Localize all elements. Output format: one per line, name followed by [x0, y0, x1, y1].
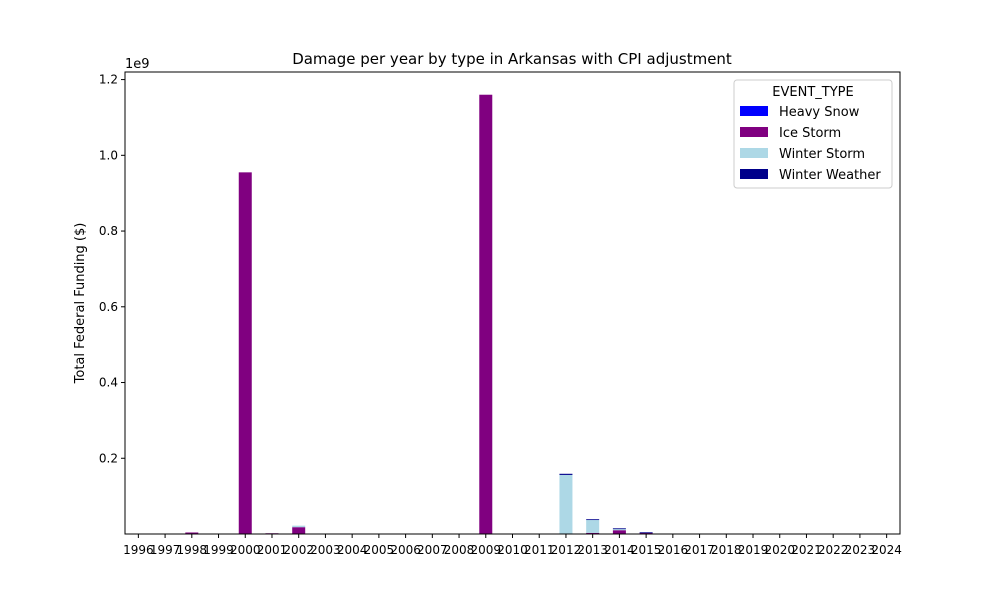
bar-winter-weather-2013 — [586, 519, 600, 521]
bar-ice-storm-2000 — [238, 172, 252, 534]
bar-winter-weather-2012 — [559, 473, 573, 475]
y-scale-label: 1e9 — [125, 57, 150, 72]
legend: EVENT_TYPE Heavy Snow Ice Storm Winter Sto… — [733, 79, 893, 189]
x-tick-label: 2008 — [444, 543, 475, 557]
x-tick-label: 2007 — [417, 543, 448, 557]
x-tick-label: 2010 — [497, 543, 528, 557]
bar-winter-weather-2014 — [612, 528, 626, 530]
y-tick-label: 0.4 — [99, 376, 118, 390]
bar-ice-storm-2002 — [292, 527, 306, 534]
legend-swatch-ice-storm — [740, 127, 768, 137]
bar-ice-storm-1998 — [185, 532, 199, 534]
bar-winter-storm-2002 — [292, 525, 306, 528]
legend-title: EVENT_TYPE — [772, 85, 853, 100]
x-tick-label: 2004 — [337, 543, 368, 557]
x-tick-label: 2001 — [257, 543, 288, 557]
x-tick-label: 2013 — [577, 543, 608, 557]
legend-swatch-winter-weather — [740, 169, 768, 179]
x-tick-label: 2016 — [658, 543, 689, 557]
x-tick-label: 2002 — [283, 543, 314, 557]
x-tick-label: 2023 — [845, 543, 876, 557]
y-tick-label: 0.6 — [99, 300, 118, 314]
x-tick-label: 1999 — [203, 543, 234, 557]
x-tick-label: 2014 — [604, 543, 635, 557]
bar-winter-weather-2015 — [639, 532, 653, 534]
legend-frame — [733, 79, 893, 189]
legend-label: Ice Storm — [779, 126, 841, 141]
y-tick-label: 0.8 — [99, 224, 118, 238]
bar-winter-storm-2012 — [559, 474, 573, 534]
legend-swatch-winter-storm — [740, 148, 768, 158]
legend-label: Heavy Snow — [779, 105, 860, 120]
x-tick-label: 2015 — [631, 543, 662, 557]
x-tick-label: 1998 — [177, 543, 208, 557]
legend-label: Winter Weather — [779, 168, 881, 183]
bar-winter-storm-2013 — [586, 519, 600, 533]
bar-winter-storm-2014 — [612, 529, 626, 531]
bar-ice-storm-2009 — [479, 94, 493, 534]
x-tick-label: 2000 — [230, 543, 261, 557]
x-tick-label: 2019 — [738, 543, 769, 557]
x-tick-label: 2024 — [871, 543, 902, 557]
x-tick-label: 2009 — [471, 543, 502, 557]
chart-title: Damage per year by type in Arkansas with… — [292, 50, 732, 68]
y-tick-label: 1.0 — [99, 148, 118, 162]
x-tick-label: 2021 — [791, 543, 822, 557]
x-tick-label: 2006 — [390, 543, 421, 557]
plot-area: 1996199719981999200020012002200320042005… — [99, 73, 902, 557]
x-tick-label: 2018 — [711, 543, 742, 557]
x-tick-label: 2020 — [764, 543, 795, 557]
x-tick-label: 2003 — [310, 543, 341, 557]
x-tick-label: 2012 — [551, 543, 582, 557]
bar-ice-storm-2015 — [639, 532, 653, 534]
y-tick-label: 0.2 — [99, 451, 118, 465]
bar-ice-storm-2014 — [612, 530, 626, 534]
plot-frame — [124, 71, 901, 535]
legend-swatch-heavy-snow — [740, 106, 768, 116]
x-tick-label: 2022 — [818, 543, 849, 557]
x-tick-label: 2017 — [684, 543, 715, 557]
y-axis-label: Total Federal Funding ($) — [73, 223, 88, 385]
legend-label: Winter Storm — [779, 147, 865, 162]
bar-ice-storm-2013 — [586, 532, 600, 534]
x-tick-label: 2011 — [524, 543, 555, 557]
x-tick-label: 2005 — [364, 543, 395, 557]
x-tick-label: 1997 — [150, 543, 181, 557]
y-tick-label: 1.2 — [99, 73, 118, 87]
x-tick-label: 1996 — [123, 543, 154, 557]
